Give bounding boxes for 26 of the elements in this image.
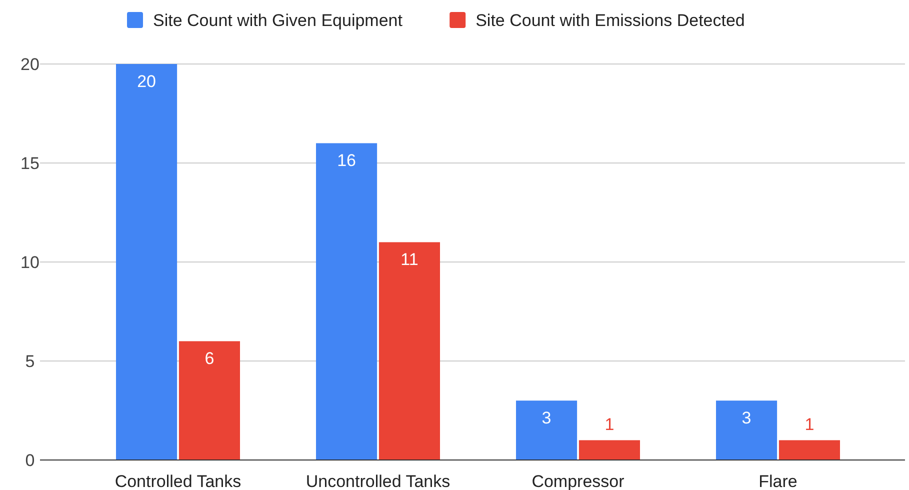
legend-label: Site Count with Emissions Detected <box>476 11 745 30</box>
y-tick-label: 10 <box>20 253 40 272</box>
data-label: 1 <box>804 415 814 434</box>
y-tick-label: 20 <box>20 55 40 74</box>
data-label: 3 <box>742 408 752 428</box>
data-label: 16 <box>337 151 356 170</box>
bar <box>178 341 240 460</box>
y-tick-label: 15 <box>20 154 40 173</box>
data-label: 3 <box>542 408 552 428</box>
bar <box>578 440 640 460</box>
bar <box>716 400 778 460</box>
x-tick-label: Flare <box>758 472 798 490</box>
bar <box>516 400 578 460</box>
y-tick-label: 5 <box>25 352 35 371</box>
legend-label: Site Count with Given Equipment <box>153 11 403 30</box>
x-tick-label: Controlled Tanks <box>114 472 242 490</box>
bar <box>378 242 440 460</box>
y-tick-label: 0 <box>25 451 35 470</box>
bar <box>116 64 178 460</box>
data-label: 1 <box>604 415 614 434</box>
bar <box>316 143 378 460</box>
data-label: 20 <box>137 72 156 91</box>
bar <box>778 440 840 460</box>
data-label: 6 <box>204 349 214 368</box>
data-label: 11 <box>400 250 418 270</box>
x-tick-label: Uncontrolled Tanks <box>306 472 450 490</box>
